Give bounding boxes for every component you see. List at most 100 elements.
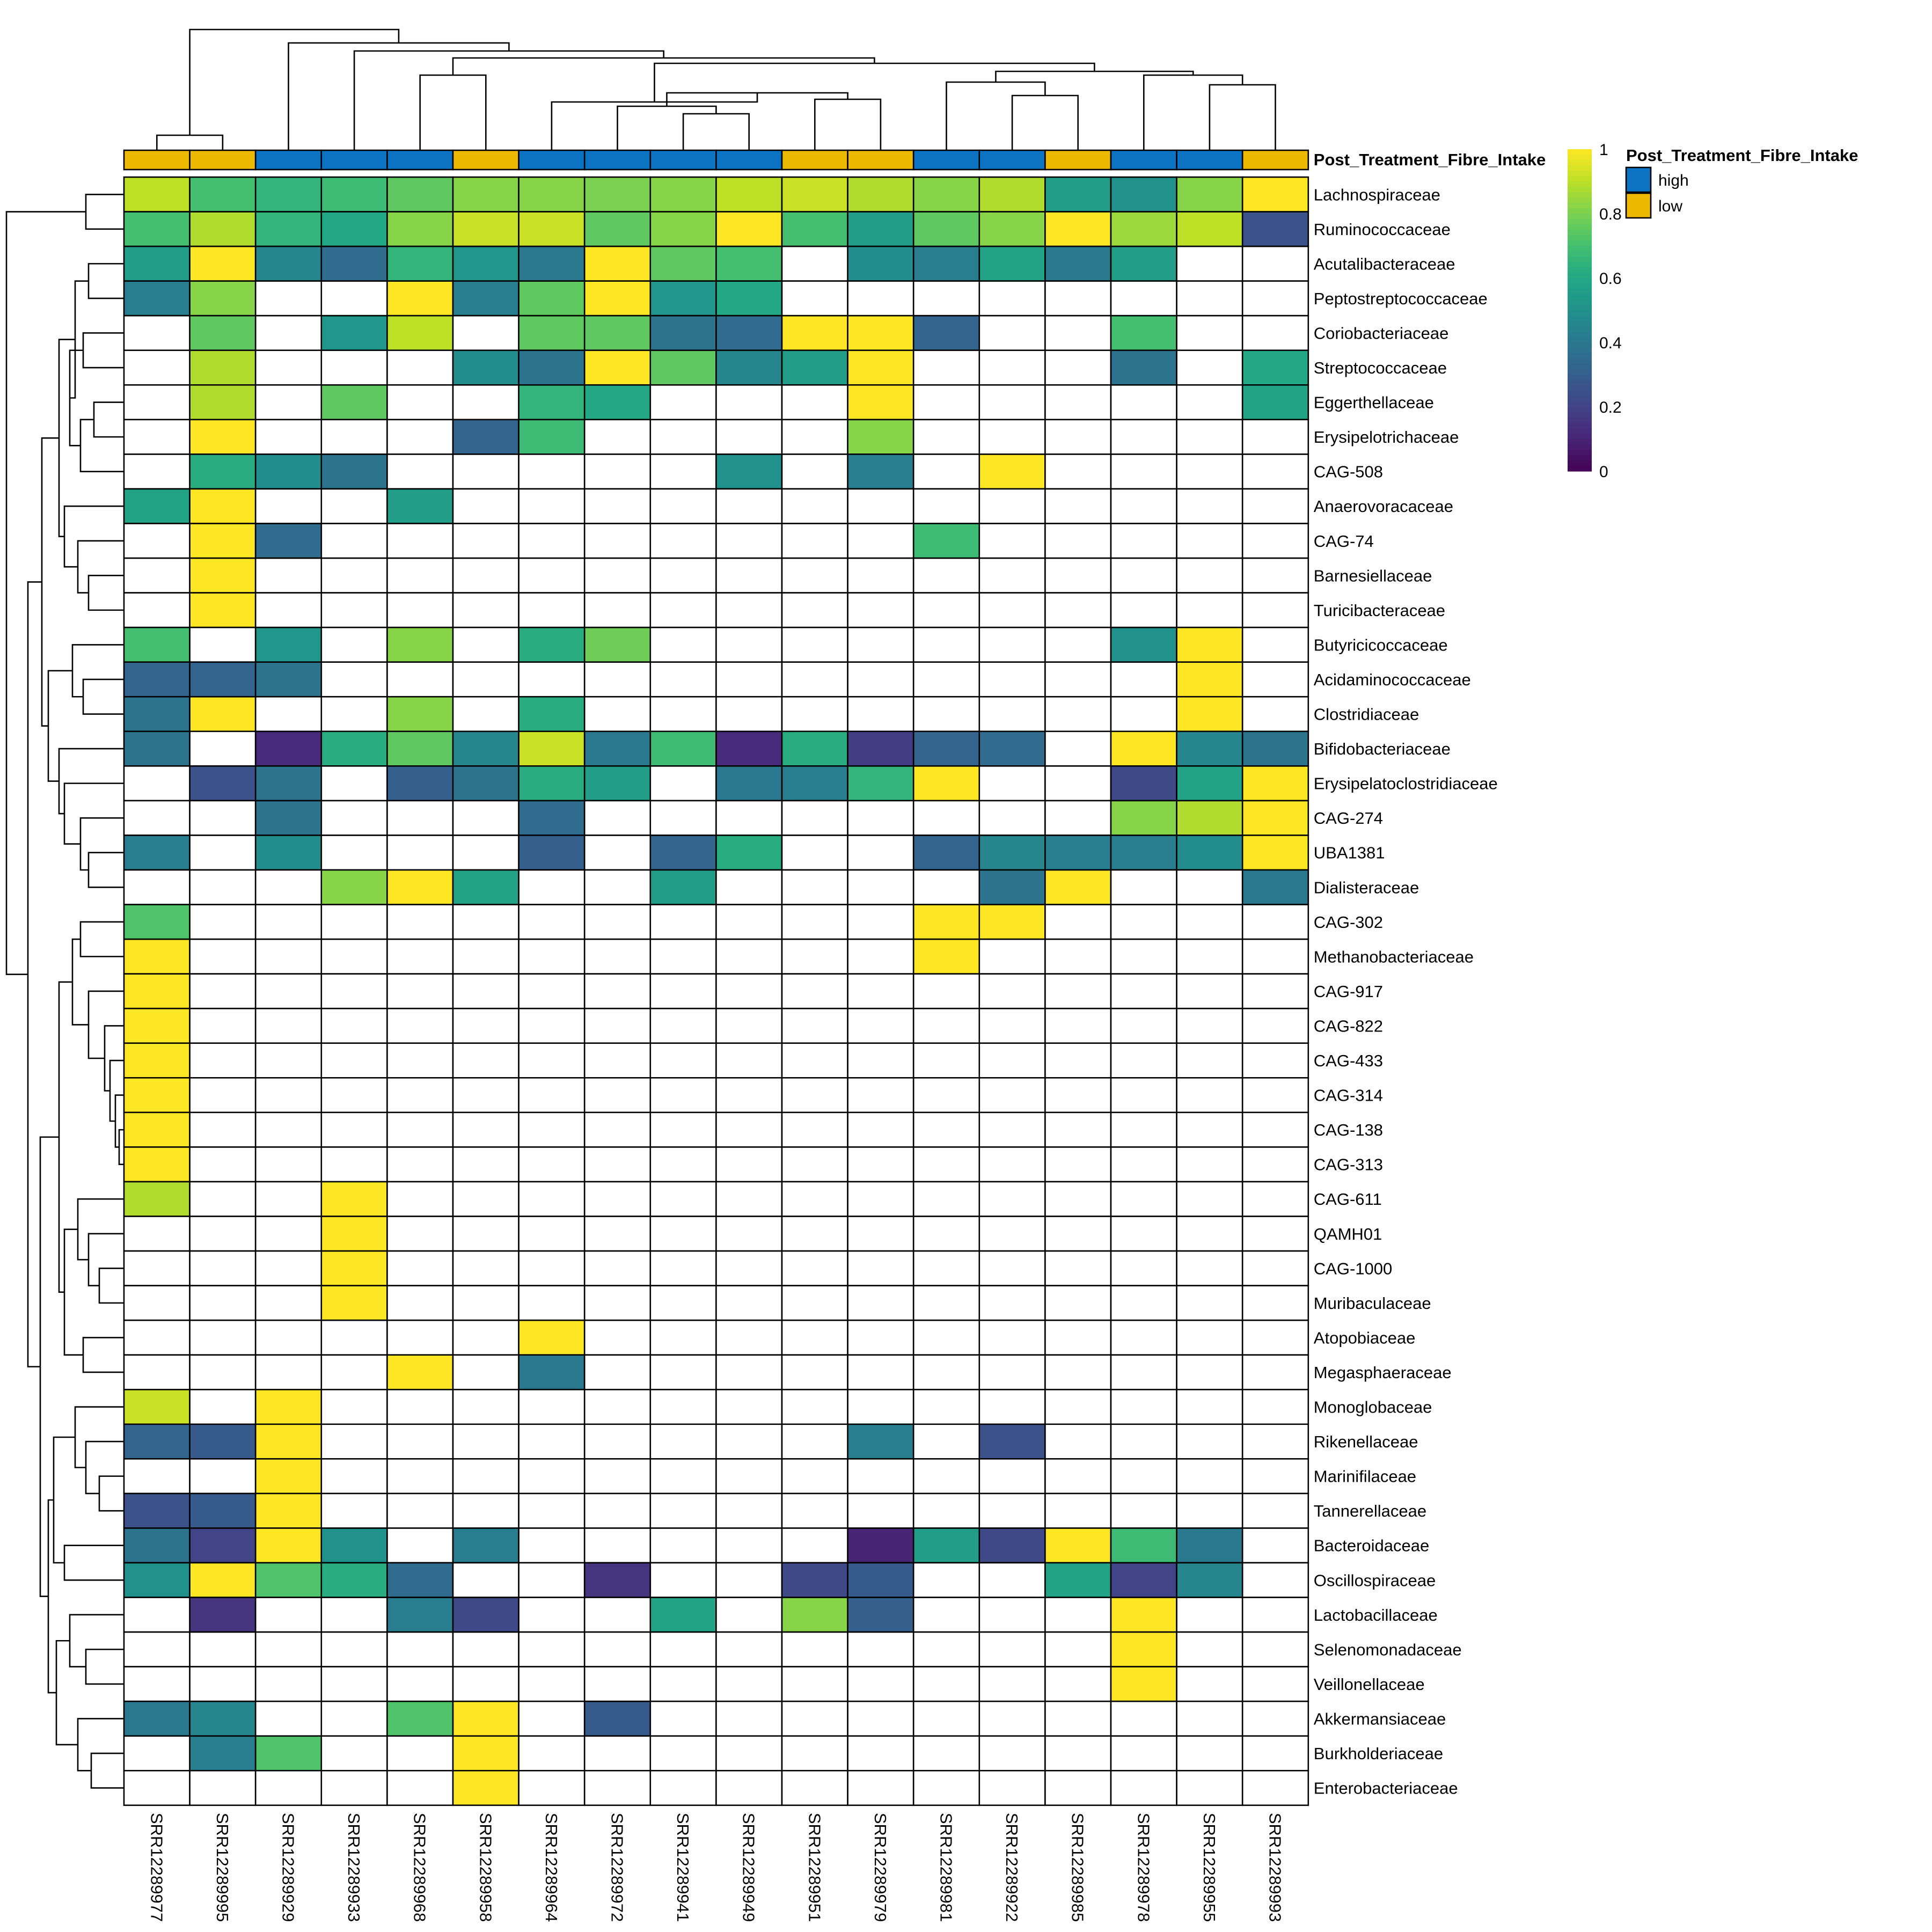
heatmap-cell (583, 661, 652, 698)
heatmap-cell (1176, 1319, 1243, 1356)
heatmap-cell (1241, 800, 1309, 836)
heatmap-cell (518, 1354, 586, 1391)
heatmap-cell (1241, 1666, 1309, 1702)
heatmap-cell (254, 1770, 323, 1806)
heatmap-cell (518, 1077, 586, 1114)
heatmap-cell (452, 211, 519, 247)
heatmap-cell (912, 1042, 980, 1079)
heatmap-cell (583, 1631, 652, 1667)
heatmap-cell (254, 1527, 323, 1564)
heatmap-cell (649, 1423, 717, 1460)
dendrogram-branch (85, 1440, 124, 1495)
heatmap-cell (518, 904, 586, 940)
heatmap-cell (978, 488, 1046, 524)
heatmap-cell (1241, 1562, 1309, 1598)
heatmap-cell (189, 1492, 257, 1529)
heatmap-cell (452, 730, 519, 767)
heatmap-cell (912, 1077, 980, 1114)
heatmap-cell (978, 869, 1046, 905)
row-label: Barnesiellaceae (1314, 566, 1432, 585)
dendrogram-branch (53, 1436, 75, 1564)
heatmap-cell (452, 1007, 519, 1044)
heatmap-cell (1044, 1146, 1112, 1183)
heatmap-cell (189, 1181, 257, 1217)
heatmap-cell (912, 1458, 980, 1495)
heatmap-cell (583, 1007, 652, 1044)
heatmap-cell (847, 938, 914, 975)
heatmap-cell (912, 245, 980, 282)
annotation-legend-title: Post_Treatment_Fibre_Intake (1626, 146, 1858, 165)
heatmap-cell (978, 1250, 1046, 1286)
heatmap-cell (1110, 1735, 1177, 1772)
row-label: Lactobacillaceae (1314, 1606, 1438, 1624)
dendrogram-branch (79, 419, 124, 472)
heatmap-cell (123, 314, 191, 352)
heatmap-cell (320, 1146, 388, 1183)
heatmap-cell (189, 1319, 257, 1356)
heatmap-cell (386, 1597, 454, 1633)
heatmap-cell (386, 1388, 454, 1425)
heatmap-cell (1110, 869, 1177, 905)
heatmap-cell (1241, 1077, 1309, 1114)
heatmap-cell (583, 592, 652, 628)
heatmap-cell (1044, 1354, 1112, 1391)
heatmap-cell (123, 384, 191, 421)
heatmap-cell (1241, 557, 1309, 594)
colorbar-segment (1568, 385, 1592, 391)
heatmap-cell (1110, 938, 1177, 975)
heatmap-cell (1110, 1354, 1177, 1391)
column-label: SRR12289977 (147, 1813, 166, 1922)
heatmap-cell (254, 419, 323, 455)
heatmap-cell (583, 1042, 652, 1079)
heatmap-cell (912, 626, 980, 663)
colorbar-tick-label: 0.4 (1599, 334, 1622, 352)
heatmap-cell (1241, 1735, 1309, 1772)
annotation-cell (123, 149, 191, 171)
heatmap-cell (649, 488, 717, 524)
heatmap-cell (1241, 1181, 1309, 1217)
row-label: Streptococcaceae (1314, 358, 1447, 377)
row-label: Ruminococcaceae (1314, 220, 1451, 239)
heatmap-cell (649, 1007, 717, 1044)
heatmap-cell (452, 384, 519, 421)
heatmap-cell (123, 1562, 191, 1598)
heatmap-cell (1044, 1111, 1112, 1148)
heatmap-cell (320, 1770, 388, 1806)
heatmap-cell (320, 973, 388, 1009)
heatmap-cell (781, 1492, 848, 1529)
row-dendrogram (5, 193, 124, 1789)
heatmap-cell (320, 800, 388, 836)
colorbar-tick-label: 0 (1599, 463, 1608, 481)
dendrogram-branch (58, 339, 75, 538)
heatmap-cell (1176, 1492, 1243, 1529)
heatmap-cell (781, 349, 848, 386)
heatmap-cell (1176, 1597, 1243, 1633)
heatmap-cell (1110, 1562, 1177, 1598)
heatmap-cell (1241, 1388, 1309, 1425)
legend-swatch (1625, 166, 1652, 193)
heatmap-cell (452, 696, 519, 733)
heatmap-cell (254, 1562, 323, 1598)
heatmap-cell (847, 1631, 914, 1667)
heatmap-cell (123, 938, 191, 975)
heatmap-cell (1044, 1735, 1112, 1772)
legend-label: high (1658, 172, 1689, 189)
row-label: CAG-274 (1314, 809, 1383, 828)
heatmap-cell (518, 384, 586, 421)
heatmap-cell (1241, 176, 1309, 213)
heatmap-cell (1044, 314, 1112, 352)
heatmap-cell (912, 488, 980, 524)
heatmap-cell (1176, 523, 1243, 559)
heatmap-cell (715, 730, 783, 767)
heatmap-cell (123, 1042, 191, 1079)
heatmap-cell (649, 1354, 717, 1391)
heatmap-cell (123, 1770, 191, 1806)
heatmap-cell (452, 314, 519, 352)
heatmap-cell (452, 1735, 519, 1772)
heatmap-cell (715, 938, 783, 975)
legend-swatch (1625, 192, 1652, 219)
colorbar-segment (1568, 310, 1592, 316)
row-label: Lachnospiraceae (1314, 185, 1440, 204)
heatmap-cell (452, 1666, 519, 1702)
heatmap-cell (123, 696, 191, 733)
